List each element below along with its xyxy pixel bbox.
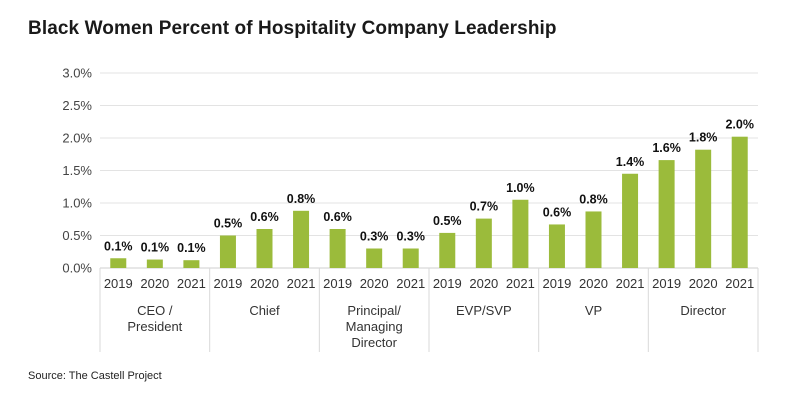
- data-label: 0.8%: [287, 192, 316, 206]
- y-tick-label: 3.0%: [62, 66, 92, 81]
- bar: [219, 235, 236, 268]
- category-label: President: [127, 319, 182, 334]
- x-tick-label: 2019: [652, 276, 681, 291]
- bar: [658, 160, 675, 268]
- bar: [622, 173, 639, 268]
- x-tick-label: 2021: [177, 276, 206, 291]
- x-tick-label: 2020: [140, 276, 169, 291]
- data-label: 0.7%: [470, 200, 499, 214]
- y-tick-label: 2.5%: [62, 98, 92, 113]
- y-tick-label: 1.0%: [62, 196, 92, 211]
- x-tick-label: 2021: [616, 276, 645, 291]
- data-label: 0.3%: [360, 230, 389, 244]
- bar: [183, 260, 200, 268]
- chart-title: Black Women Percent of Hospitality Compa…: [28, 18, 557, 39]
- y-tick-label: 0.0%: [62, 261, 92, 276]
- bar: [110, 258, 127, 268]
- x-tick-label: 2020: [469, 276, 498, 291]
- x-tick-label: 2019: [542, 276, 571, 291]
- category-label: Managing: [346, 319, 403, 334]
- category-label: VP: [585, 303, 602, 318]
- y-tick-label: 0.5%: [62, 228, 92, 243]
- data-label: 0.1%: [141, 241, 170, 255]
- data-label: 1.0%: [506, 181, 535, 195]
- data-label: 0.6%: [323, 210, 352, 224]
- y-tick-label: 2.0%: [62, 131, 92, 146]
- bar: [366, 248, 383, 268]
- category-label: Principal/: [347, 303, 401, 318]
- category-label: CEO /: [137, 303, 173, 318]
- category-label: Director: [680, 303, 726, 318]
- x-tick-label: 2020: [250, 276, 279, 291]
- data-label: 0.1%: [104, 239, 133, 253]
- data-label: 0.6%: [543, 205, 572, 219]
- x-tick-label: 2019: [323, 276, 352, 291]
- bar: [146, 259, 163, 268]
- bar: [402, 248, 419, 268]
- data-label: 0.8%: [579, 192, 608, 206]
- x-tick-label: 2019: [104, 276, 133, 291]
- x-tick-label: 2021: [725, 276, 754, 291]
- bar: [256, 229, 273, 268]
- x-tick-label: 2021: [506, 276, 535, 291]
- source-note: Source: The Castell Project: [28, 370, 162, 382]
- data-label: 1.8%: [689, 131, 718, 145]
- bar: [329, 229, 346, 268]
- category-label: EVP/SVP: [456, 303, 512, 318]
- y-tick-label: 1.5%: [62, 163, 92, 178]
- data-label: 1.4%: [616, 155, 645, 169]
- x-tick-label: 2019: [433, 276, 462, 291]
- data-label: 1.6%: [652, 141, 681, 155]
- data-label: 0.5%: [214, 217, 243, 231]
- data-label: 2.0%: [725, 118, 754, 132]
- x-tick-label: 2019: [213, 276, 242, 291]
- x-tick-label: 2021: [396, 276, 425, 291]
- x-tick-label: 2020: [360, 276, 389, 291]
- x-tick-label: 2020: [689, 276, 718, 291]
- x-tick-label: 2020: [579, 276, 608, 291]
- data-label: 0.5%: [433, 214, 462, 228]
- bar: [512, 199, 529, 268]
- bar: [475, 218, 492, 268]
- data-label: 0.3%: [396, 230, 425, 244]
- category-label: Director: [351, 335, 397, 350]
- bar: [695, 149, 712, 268]
- category-label: Chief: [249, 303, 280, 318]
- bar: [731, 136, 748, 268]
- data-label: 0.1%: [177, 241, 206, 255]
- data-label: 0.6%: [250, 210, 279, 224]
- bar: [548, 224, 565, 268]
- x-tick-label: 2021: [287, 276, 316, 291]
- bar: [293, 210, 310, 268]
- bar: [585, 211, 602, 268]
- bar: [439, 232, 456, 268]
